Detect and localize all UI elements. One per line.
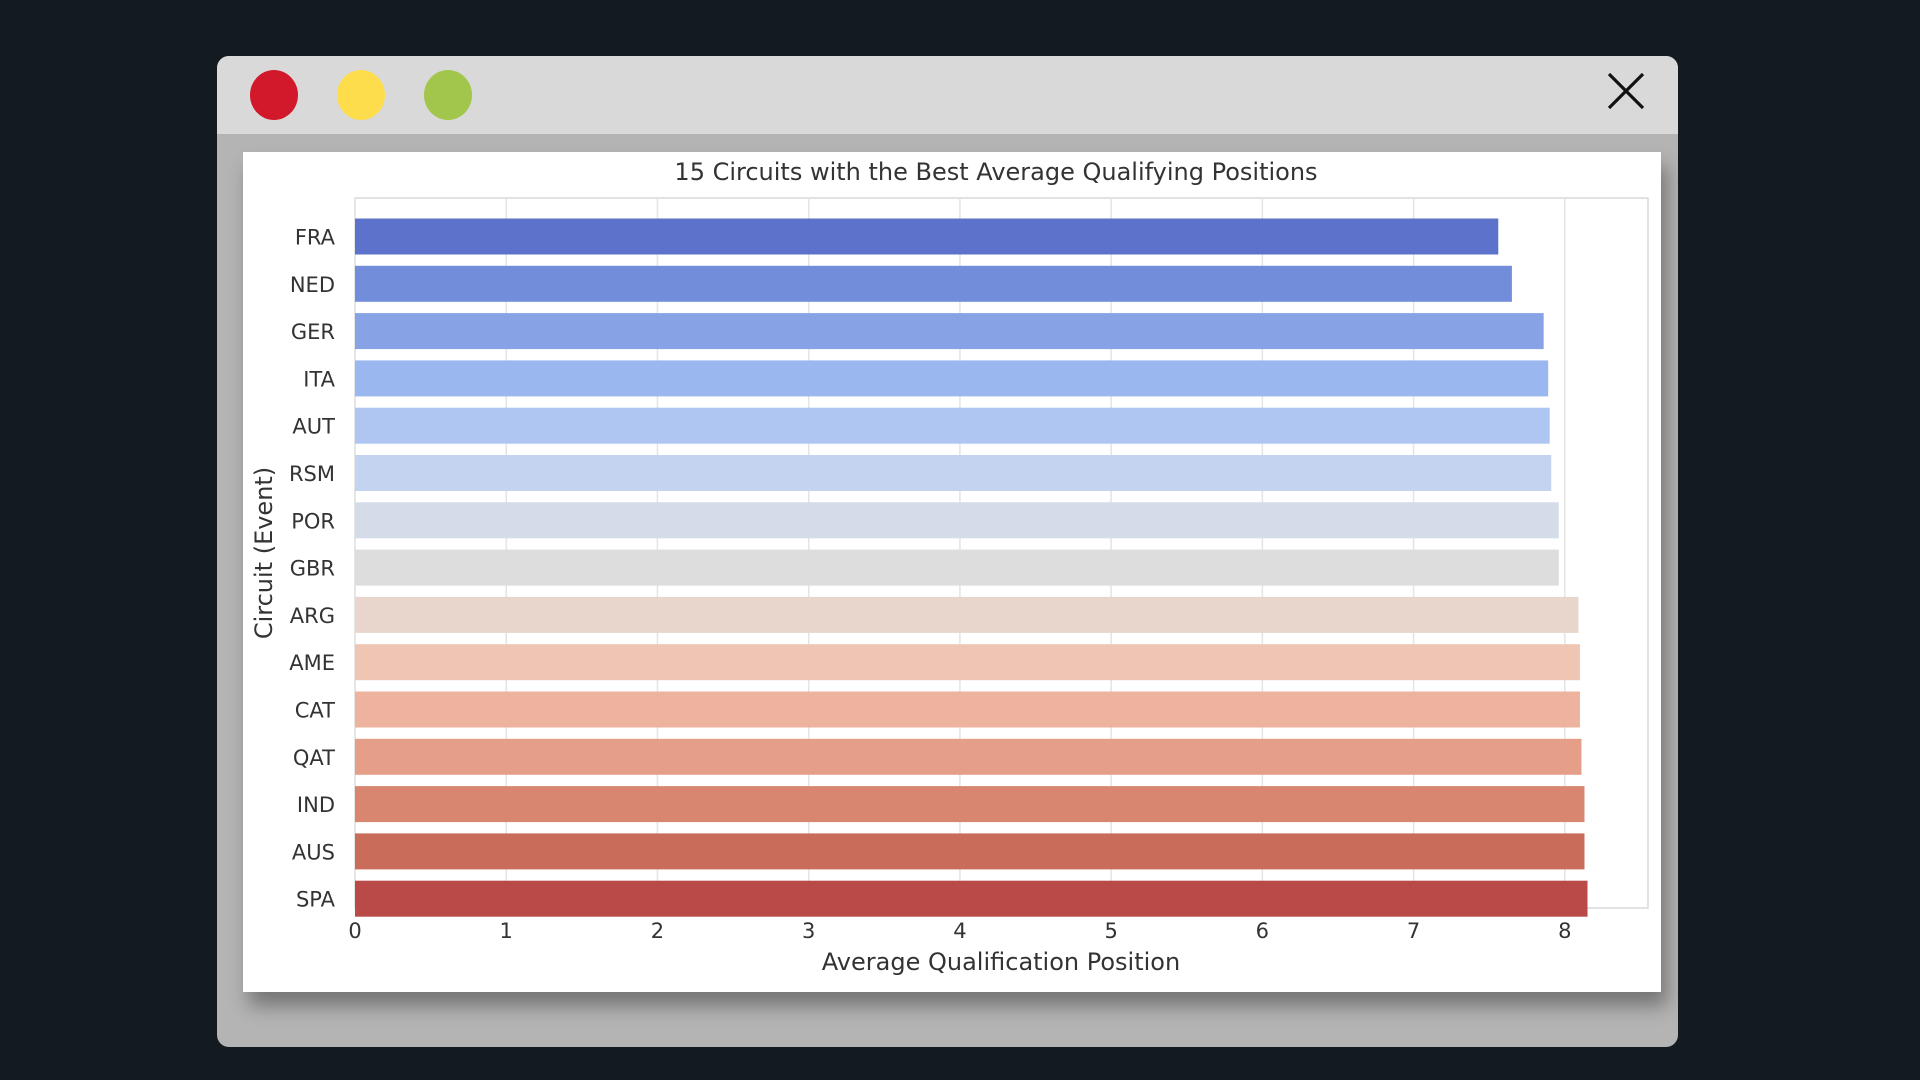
bar-ame xyxy=(355,644,1580,681)
y-tick-label: NED xyxy=(290,273,335,297)
x-tick-label: 6 xyxy=(1256,919,1269,943)
x-tick-label: 8 xyxy=(1558,919,1571,943)
y-tick-label: AME xyxy=(289,651,335,675)
close-button[interactable] xyxy=(1605,70,1647,112)
x-tick-labels: 0 1 2 3 4 5 6 7 8 xyxy=(348,919,1571,943)
y-tick-label: GBR xyxy=(290,557,335,581)
y-tick-label: ITA xyxy=(303,367,335,391)
x-tick-label: 4 xyxy=(953,919,966,943)
bar-rsm xyxy=(355,455,1552,491)
y-tick-label: AUT xyxy=(292,415,335,439)
y-tick-label: AUS xyxy=(292,840,335,864)
bar-por xyxy=(355,502,1559,539)
bar-cat xyxy=(355,691,1580,728)
y-tick-label: CAT xyxy=(295,699,335,723)
bars xyxy=(355,218,1588,917)
bar-ind xyxy=(355,786,1585,823)
y-tick-label: POR xyxy=(291,509,335,533)
x-tick-label: 7 xyxy=(1407,919,1420,943)
x-tick-label: 3 xyxy=(802,919,815,943)
maximize-window-dot[interactable] xyxy=(424,70,472,120)
bar-qat xyxy=(355,738,1582,775)
title-bar xyxy=(217,56,1678,134)
x-tick-label: 2 xyxy=(651,919,664,943)
bar-gbr xyxy=(355,549,1559,586)
y-tick-label: QAT xyxy=(293,746,335,770)
y-tick-label: SPA xyxy=(296,888,336,912)
y-tick-labels: FRA NED GER ITA AUT RSM POR GBR ARG AME CAT QAT IND A… xyxy=(289,226,336,912)
close-icon xyxy=(1607,72,1645,110)
bar-ita xyxy=(355,360,1549,397)
chart-panel: 15 Circuits with the Best Average Qualif… xyxy=(243,152,1661,992)
app-window: 15 Circuits with the Best Average Qualif… xyxy=(217,56,1678,1047)
y-axis-label: Circuit (Event) xyxy=(250,467,278,639)
y-tick-label: IND xyxy=(297,793,335,817)
minimize-window-dot[interactable] xyxy=(337,70,385,120)
bar-chart: 15 Circuits with the Best Average Qualif… xyxy=(250,158,1649,976)
bar-aus xyxy=(355,833,1585,870)
x-tick-label: 5 xyxy=(1104,919,1117,943)
y-tick-label: ARG xyxy=(290,604,335,628)
bar-arg xyxy=(355,596,1579,633)
y-tick-label: FRA xyxy=(295,226,336,250)
bar-spa xyxy=(355,880,1588,917)
y-tick-label: RSM xyxy=(289,462,335,486)
bar-aut xyxy=(355,407,1550,444)
bar-ned xyxy=(355,265,1512,302)
x-tick-label: 1 xyxy=(500,919,513,943)
bar-fra xyxy=(355,218,1499,255)
x-axis-label: Average Qualification Position xyxy=(822,948,1180,976)
bar-ger xyxy=(355,313,1544,350)
y-tick-label: GER xyxy=(291,320,335,344)
close-window-dot[interactable] xyxy=(250,70,298,120)
x-tick-label: 0 xyxy=(348,919,361,943)
chart-title: 15 Circuits with the Best Average Qualif… xyxy=(674,158,1317,186)
